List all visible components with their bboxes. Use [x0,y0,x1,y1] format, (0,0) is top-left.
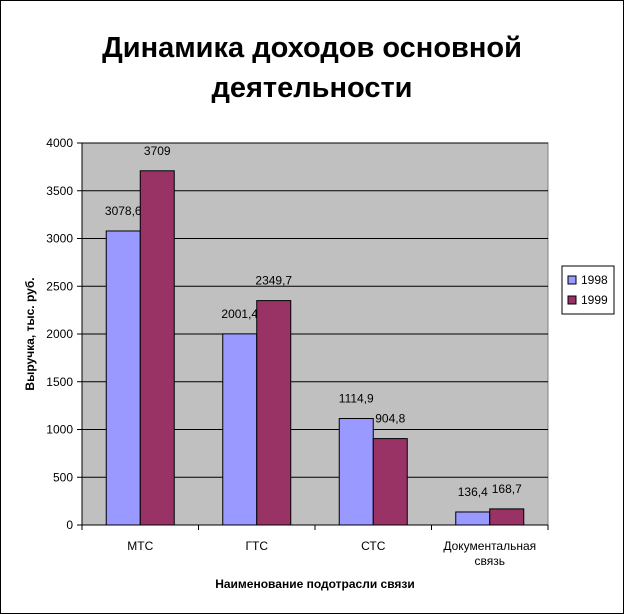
chart-title-line-2: деятельности [211,72,413,104]
x-tick-label: СТС [361,539,386,553]
y-tick-label: 3000 [46,232,73,246]
data-label-1998: 1114,9 [339,392,374,406]
y-tick-label: 4000 [46,136,73,150]
legend-swatch-1998 [567,275,577,285]
data-label-1998: 2001,4 [221,307,258,321]
x-tick-label: связь [475,554,506,568]
y-tick-label: 0 [66,518,73,532]
bar-1999 [256,300,292,526]
data-label-1999: 3709 [144,144,171,158]
y-tick-label: 2000 [46,327,73,341]
y-tick-label: 2500 [46,279,73,293]
x-tick-label: МТС [127,539,153,553]
data-label-1998: 136,4 [458,485,488,499]
bar-1999 [372,438,408,526]
chart-title: Динамика доходов основной деятельности [0,28,624,108]
bar-1998 [338,418,374,526]
bar-1999 [139,170,175,526]
data-label-1999: 168,7 [492,482,522,496]
chart-title-line-1: Динамика доходов основной [102,32,522,64]
legend [561,265,615,315]
legend-label-1998: 1998 [581,273,608,287]
data-label-1999: 904,8 [375,412,405,426]
legend-label-1999: 1999 [581,293,608,307]
y-tick-label: 1000 [46,423,73,437]
legend-swatch-1999 [567,295,577,305]
y-axis-title: Выручка, тыс. руб. [23,277,37,390]
bar-1999 [489,508,525,526]
y-tick-label: 500 [53,470,73,484]
bar-1998 [105,230,141,526]
bar-1998 [455,511,491,526]
data-label-1999: 2349,7 [255,274,292,288]
bar-1998 [222,333,258,526]
x-axis-title: Наименование подотрасли связи [215,577,415,591]
data-label-1998: 3078,6 [105,204,142,218]
y-tick-label: 1500 [46,375,73,389]
x-tick-label: ГТС [246,539,269,553]
y-tick-label: 3500 [46,184,73,198]
x-tick-label: Документальная [443,539,536,553]
